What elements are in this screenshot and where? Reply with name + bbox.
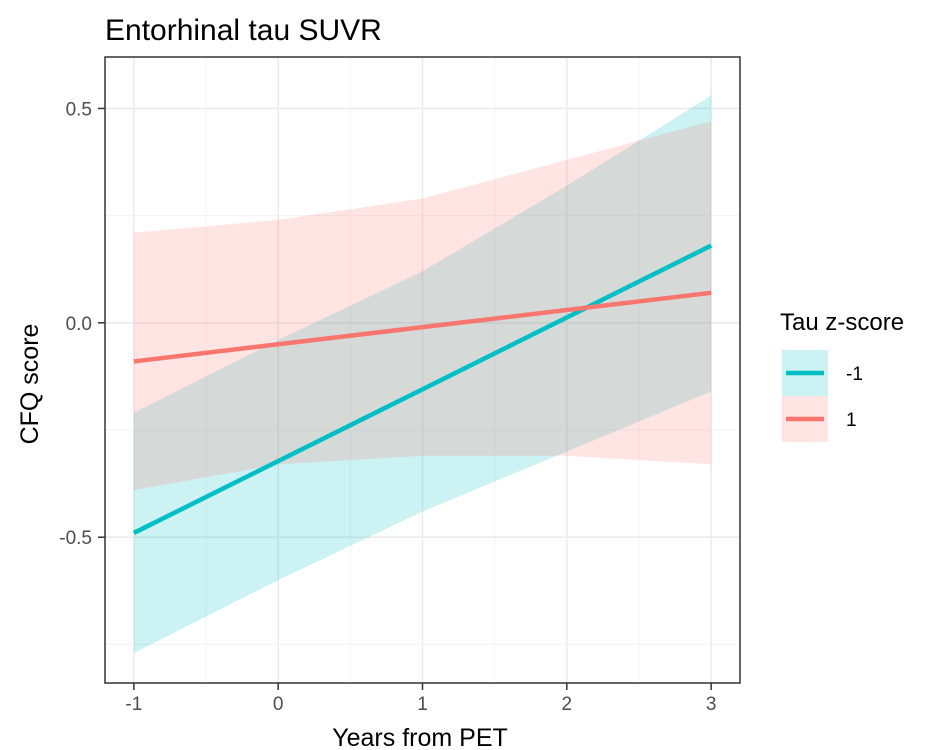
y-tick-label: 0.0: [66, 314, 92, 335]
confidence-bands: [133, 95, 712, 653]
confidence-band: [133, 95, 712, 653]
legend-title: Tau z-score: [780, 309, 904, 336]
y-axis-title: CFQ score: [16, 324, 44, 445]
series-line: [133, 290, 712, 364]
legend-label: -1: [846, 364, 863, 385]
series-line: [132, 243, 713, 535]
confidence-band: [133, 121, 712, 491]
y-axis: -0.5 0.0 0.5: [59, 99, 105, 549]
chart-title: Entorhinal tau SUVR: [105, 14, 382, 47]
x-tick-label: 3: [706, 694, 717, 715]
series-lines: [132, 243, 713, 535]
grid: [105, 57, 740, 683]
y-tick-label: -0.5: [59, 528, 92, 549]
x-axis: -1 0 1 2 3: [125, 683, 716, 715]
y-tick-label: 0.5: [66, 99, 92, 120]
x-tick-label: 0: [273, 694, 284, 715]
x-axis-title: Years from PET: [332, 724, 508, 750]
legend-label: 1: [846, 410, 857, 431]
x-tick-label: 2: [562, 694, 573, 715]
x-tick-label: 1: [417, 694, 428, 715]
legend: Tau z-score -1 1: [780, 309, 904, 442]
x-tick-label: -1: [125, 694, 142, 715]
